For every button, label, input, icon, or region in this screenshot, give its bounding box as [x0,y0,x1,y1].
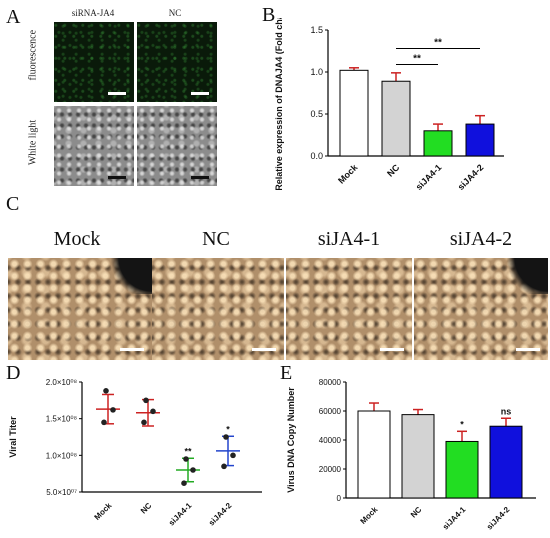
y-tick-label: 2.0×10⁰⁸ [46,378,77,387]
data-point [181,480,187,486]
category-label: siJA4-1 [167,501,194,528]
panel-a-label: A [6,6,21,28]
bar [339,69,369,157]
data-point [101,419,107,426]
bar [445,440,479,499]
panel-b-label: B [262,4,276,26]
panel-a-row1-title: fluorescence [27,29,39,81]
y-tick-label: 80000 [319,378,342,387]
y-axis-label: Relative expression of DNAJA4 (Fold chan… [274,18,284,190]
scale-bar [108,92,126,95]
scale-bar [191,176,209,179]
y-tick-label: 0.0 [310,151,323,161]
y-tick-label: 1.0×10⁰⁸ [46,451,77,460]
y-tick-label: 1.5×10⁰⁸ [46,415,77,424]
y-tick-label: 1.5 [310,25,323,35]
category-label: siJA4-2 [485,505,512,532]
panel-d-chart: 5.0×10⁰⁷ 1.0×10⁰⁸ 1.5×10⁰⁸ 2.0×10⁰⁸ Viral Ti… [8,378,262,528]
phase-image-mock [8,258,152,360]
phase-image-sija4-2 [414,258,548,360]
category-label: Mock [336,162,360,186]
significance-marker: ns [501,406,512,416]
panel-a-col2-title: NC [168,8,182,18]
significance-marker: * [460,419,464,429]
category-label: siJA4-1 [441,505,468,532]
y-tick-label: 0 [337,494,342,503]
panel-c-title-4: siJA4-2 [449,228,513,250]
data-point [230,452,236,459]
data-point [110,407,116,413]
panel-c-title-1: Mock [53,228,101,250]
significance-marker: ** [413,53,421,64]
scale-bar [252,348,276,351]
phase-image-sija4-1 [286,258,412,360]
panel-e-label: E [280,362,293,384]
data-point [221,463,227,470]
scale-bar [191,92,209,95]
data-point [223,434,229,440]
y-tick-label: 60000 [319,407,342,416]
scale-bar [108,176,126,179]
category-label: NC [139,501,154,516]
panel-c-title-2: NC [202,228,230,250]
fluorescence-image-nc [137,22,217,102]
bar [423,130,453,157]
category-label: NC [409,505,424,520]
y-tick-label: 20000 [319,465,342,474]
panel-b-chart: 0.0 0.5 1.0 1.5 Relative expression of DNAJA… [274,18,504,190]
bar [357,410,391,499]
category-label: Mock [359,505,380,526]
bar [465,123,495,157]
y-axis-label: Viral Titer [8,416,18,458]
panel-a-col1-title: siRNA-JA4 [71,8,115,18]
scale-bar [516,348,540,351]
category-label: Mock [93,501,114,522]
scale-bar [120,348,144,351]
phase-image-nc [152,258,284,360]
data-point [103,388,109,394]
y-axis-label: Virus DNA Copy Number [286,387,296,493]
y-tick-label: 1.0 [310,67,323,77]
panel-c-title-3: siJA4-1 [317,228,381,250]
panel-e-chart: 0 20000 40000 60000 80000 Virus DNA Copy Numb… [286,378,536,532]
y-tick-label: 0.5 [310,109,323,119]
category-label: siJA4-1 [414,162,444,190]
significance-marker: ** [434,37,442,48]
y-tick-label: 40000 [319,436,342,445]
data-point [183,456,189,462]
bar [489,425,523,499]
data-point [143,397,149,404]
significance-marker: ** [184,446,192,456]
white-light-image-sirna [54,106,134,186]
category-label: siJA4-2 [456,162,486,190]
data-point [150,408,156,415]
category-label: NC [385,162,402,179]
fluorescence-image-sirna [54,22,134,102]
panel-a-row2-title: White light [27,119,39,166]
y-tick-label: 5.0×10⁰⁷ [46,488,77,497]
bar [401,414,435,499]
category-label: siJA4-2 [207,501,234,528]
bar [381,80,411,157]
panel-d-label: D [6,362,21,384]
white-light-image-nc [137,106,217,186]
data-point [141,419,147,426]
significance-marker: * [226,424,230,434]
scale-bar [380,348,404,351]
panel-c-label: C [6,193,20,215]
data-point [190,467,196,473]
